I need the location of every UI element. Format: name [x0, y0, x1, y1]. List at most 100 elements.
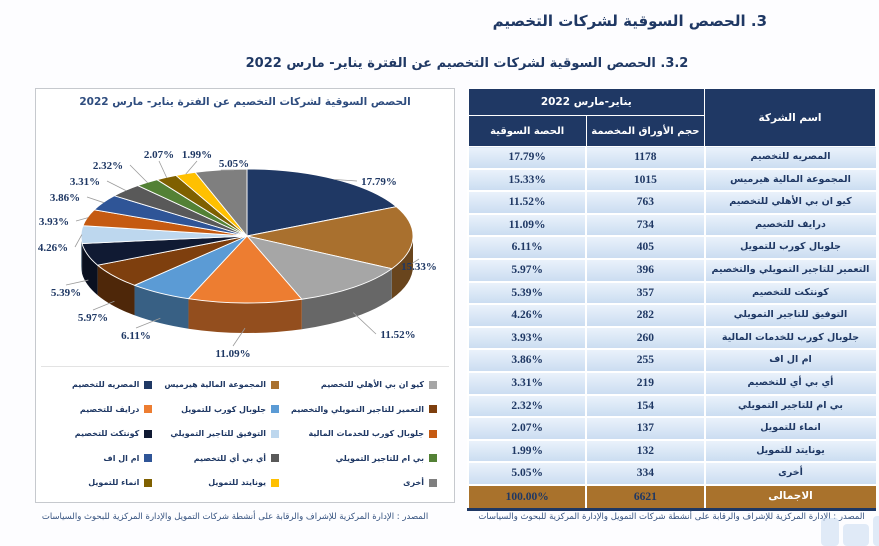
legend-color-swatch [271, 430, 279, 438]
pie-label: 3.31% [70, 176, 100, 188]
legend-label: انماء للتمويل [88, 478, 139, 487]
company-name-cell: كونتكت للتخصيم [705, 282, 876, 305]
legend-item: يونايتد للتمويل [164, 474, 291, 492]
company-name-cell: التوفيق للتاجير التمويلي [705, 304, 876, 327]
share-cell: 5.97% [468, 259, 586, 282]
volume-cell: 396 [586, 259, 704, 282]
company-name-cell: يونايتد للتمويل [705, 440, 876, 463]
pie-label: 2.07% [144, 149, 174, 161]
share-cell: 11.52% [468, 191, 586, 214]
leader-line [93, 301, 114, 310]
market-share-table: اسم الشركة يناير-مارس 2022 حجم الأوراق ا… [467, 88, 876, 511]
legend-item: انماء للتمويل [41, 474, 164, 492]
corner-watermark [821, 516, 879, 546]
legend-item: التعمير للتاجير التمويلي والتخصيم [291, 400, 449, 418]
legend-item: درايف للتخصيم [41, 400, 164, 418]
legend-label: أي بي أي للتخصيم [194, 454, 266, 463]
pie-label: 11.52% [380, 329, 415, 341]
legend-color-swatch [429, 430, 437, 438]
chart-legend: المصريه للتخصيم المجموعة المالية هيرميس كي… [41, 366, 449, 498]
volume-cell: 357 [586, 282, 704, 305]
share-cell: 11.09% [468, 214, 586, 237]
legend-color-swatch [429, 405, 437, 413]
legend-item: أي بي أي للتخصيم [164, 449, 291, 467]
pie-label: 5.05% [219, 158, 249, 170]
source-note-table: المصدر : الإدارة المركزية للإشراف والرقا… [467, 512, 876, 522]
table-total-row: الاجمالى 6621 100.00% [468, 485, 876, 508]
volume-cell: 1015 [586, 169, 704, 192]
volume-cell: 734 [586, 214, 704, 237]
legend-item: جلوبال كورب للتمويل [164, 400, 291, 418]
leader-line [75, 235, 82, 247]
legend-color-swatch [144, 454, 152, 462]
pie-label: 1.99% [182, 149, 212, 161]
legend-color-swatch [144, 405, 152, 413]
legend-color-swatch [429, 381, 437, 389]
share-cell: 5.05% [468, 462, 586, 485]
total-volume: 6621 [586, 485, 704, 508]
pie-label: 4.26% [38, 242, 68, 254]
share-cell: 17.79% [468, 147, 586, 169]
company-name-cell: أخرى [705, 462, 876, 485]
company-name-cell: المصريه للتخصيم [705, 147, 876, 169]
page-title: 3. الحصص السوقية لشركات التخصيم [493, 12, 767, 30]
legend-label: جلوبال كورب للخدمات المالية [308, 429, 424, 438]
legend-label: كيو ان بي الأهلي للتخصيم [321, 380, 424, 389]
legend-label: التوفيق للتاجير التمويلي [170, 429, 266, 438]
share-cell: 2.07% [468, 417, 586, 440]
legend-color-swatch [271, 479, 279, 487]
share-cell: 5.39% [468, 282, 586, 305]
volume-cell: 255 [586, 349, 704, 372]
legend-label: المجموعة المالية هيرميس [164, 380, 266, 389]
company-name-cell: ام ال اف [705, 349, 876, 372]
legend-color-swatch [271, 405, 279, 413]
pie-label: 2.32% [93, 160, 123, 172]
volume-cell: 260 [586, 327, 704, 350]
source-note-chart: المصدر : الإدارة المركزية للإشراف والرقا… [15, 512, 455, 522]
volume-cell: 154 [586, 395, 704, 418]
legend-color-swatch [271, 454, 279, 462]
volume-cell: 763 [586, 191, 704, 214]
legend-label: التعمير للتاجير التمويلي والتخصيم [291, 405, 424, 414]
legend-color-swatch [144, 479, 152, 487]
legend-item: جلوبال كورب للخدمات المالية [291, 425, 449, 443]
leader-line [87, 197, 104, 203]
table-header: اسم الشركة يناير-مارس 2022 حجم الأوراق ا… [468, 89, 876, 147]
total-label: الاجمالى [705, 485, 876, 508]
volume-cell: 137 [586, 417, 704, 440]
legend-label: ام ال اف [103, 454, 139, 463]
pie-label: 6.11% [121, 330, 151, 342]
pie-label: 3.86% [50, 192, 80, 204]
share-cell: 3.86% [468, 349, 586, 372]
chart-title: الحصص السوقية لشركات التخصيم عن الفترة ي… [36, 96, 454, 108]
share-cell: 3.93% [468, 327, 586, 350]
legend-label: المصريه للتخصيم [72, 380, 139, 389]
pie-label: 17.79% [361, 176, 397, 188]
company-name-cell: جلوبال كورب للتمويل [705, 236, 876, 259]
share-cell: 1.99% [468, 440, 586, 463]
volume-cell: 282 [586, 304, 704, 327]
legend-item: ام ال اف [41, 449, 164, 467]
share-cell: 4.26% [468, 304, 586, 327]
legend-color-swatch [429, 479, 437, 487]
legend-color-swatch [144, 430, 152, 438]
leader-line [159, 161, 167, 178]
legend-item: التوفيق للتاجير التمويلي [164, 425, 291, 443]
leader-line [66, 280, 88, 285]
pie-label: 5.97% [78, 312, 108, 324]
